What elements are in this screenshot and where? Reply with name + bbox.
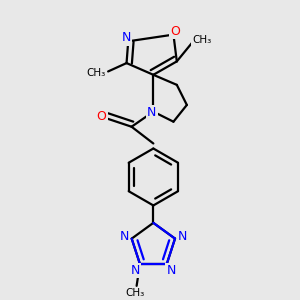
Text: CH₃: CH₃ [87, 68, 106, 78]
Text: CH₃: CH₃ [192, 34, 212, 45]
Text: N: N [122, 32, 131, 44]
Text: CH₃: CH₃ [125, 288, 145, 298]
Text: N: N [119, 230, 129, 243]
Text: O: O [170, 25, 180, 38]
Text: N: N [178, 230, 187, 243]
Text: N: N [147, 106, 156, 119]
Text: O: O [97, 110, 106, 123]
Text: N: N [167, 264, 176, 277]
Text: N: N [130, 264, 140, 277]
